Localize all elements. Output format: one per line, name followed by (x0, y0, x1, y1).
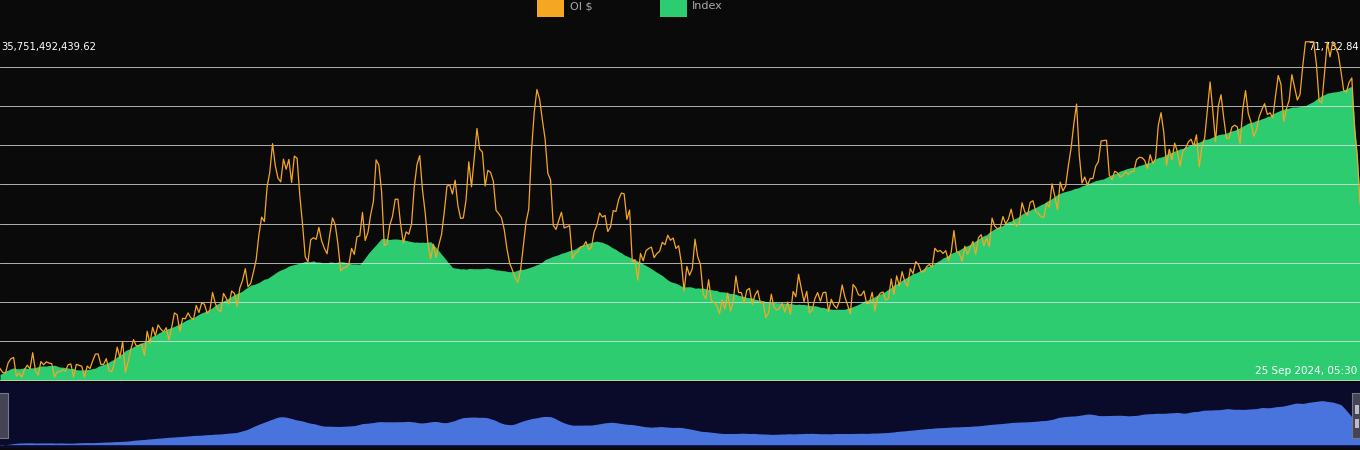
FancyBboxPatch shape (1355, 419, 1359, 428)
Text: 71,732.84: 71,732.84 (1308, 42, 1359, 52)
FancyBboxPatch shape (537, 0, 564, 17)
FancyBboxPatch shape (1352, 393, 1360, 438)
Text: OI $: OI $ (570, 1, 593, 11)
Text: 25 Sep 2024, 05:30: 25 Sep 2024, 05:30 (1255, 366, 1357, 376)
FancyBboxPatch shape (0, 393, 8, 438)
Text: Index: Index (692, 1, 724, 11)
FancyBboxPatch shape (1355, 405, 1359, 414)
Text: 35,751,492,439.62: 35,751,492,439.62 (1, 42, 97, 52)
FancyBboxPatch shape (660, 0, 687, 17)
